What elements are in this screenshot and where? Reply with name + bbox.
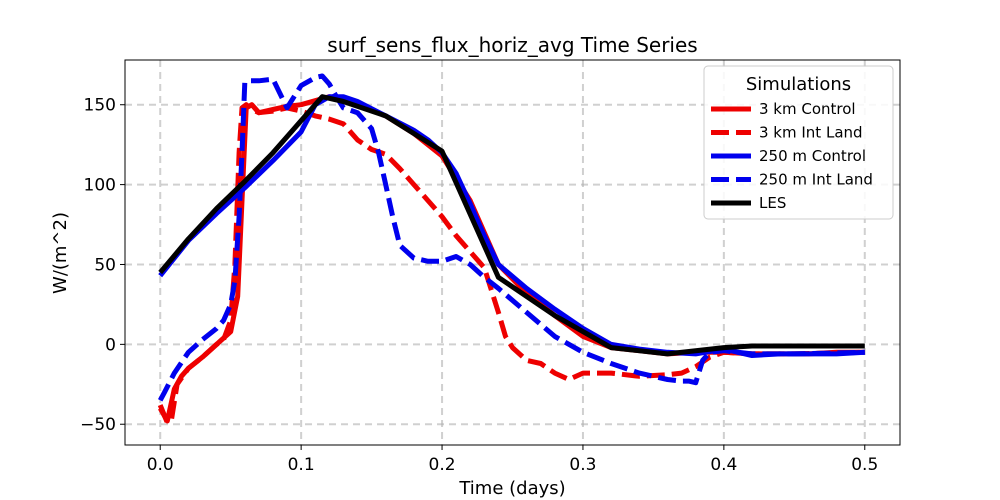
legend-label-250-m-control: 250 m Control xyxy=(759,147,866,165)
legend-label-3-km-int-land: 3 km Int Land xyxy=(759,124,863,142)
y-tick-label: 100 xyxy=(84,176,116,196)
legend-title: Simulations xyxy=(746,74,851,95)
x-tick-label: 0.1 xyxy=(288,455,315,475)
series-line-3-km-int-land xyxy=(157,102,865,426)
x-tick-label: 0.3 xyxy=(569,455,596,475)
x-tick-label: 0.2 xyxy=(429,455,456,475)
legend-label-3-km-control: 3 km Control xyxy=(759,100,856,118)
y-axis-label: W/(m^2) xyxy=(50,212,71,294)
legend-label-250-m-int-land: 250 m Int Land xyxy=(759,171,873,189)
legend: Simulations 3 km Control 3 km Int Land 250… xyxy=(703,65,894,220)
x-axis-label: Time (days) xyxy=(458,478,565,499)
plot-series xyxy=(157,73,865,426)
chart-title: surf_sens_flux_horiz_avg Time Series xyxy=(327,33,697,57)
legend-entries: 3 km Control 3 km Int Land 250 m Control 25… xyxy=(711,100,873,212)
x-tick-label: 0.5 xyxy=(851,455,878,475)
grid xyxy=(125,60,900,445)
y-tick-label: −50 xyxy=(80,415,116,435)
y-tick-label: 150 xyxy=(84,96,116,116)
plot-frame xyxy=(124,59,901,446)
y-tick-label: 0 xyxy=(105,335,116,355)
x-tick-label: 0.4 xyxy=(710,455,737,475)
series-line-250-m-int-land xyxy=(157,73,865,402)
y-tick-label: 50 xyxy=(94,255,116,275)
axis-ticks: 0.0 0.1 0.2 0.3 0.4 0.5 −50 0 50 100 150 xyxy=(80,96,878,475)
legend-label-les: LES xyxy=(759,194,786,212)
x-tick-label: 0.0 xyxy=(147,455,174,475)
series-line-les xyxy=(158,94,865,357)
legend-box xyxy=(703,65,894,220)
